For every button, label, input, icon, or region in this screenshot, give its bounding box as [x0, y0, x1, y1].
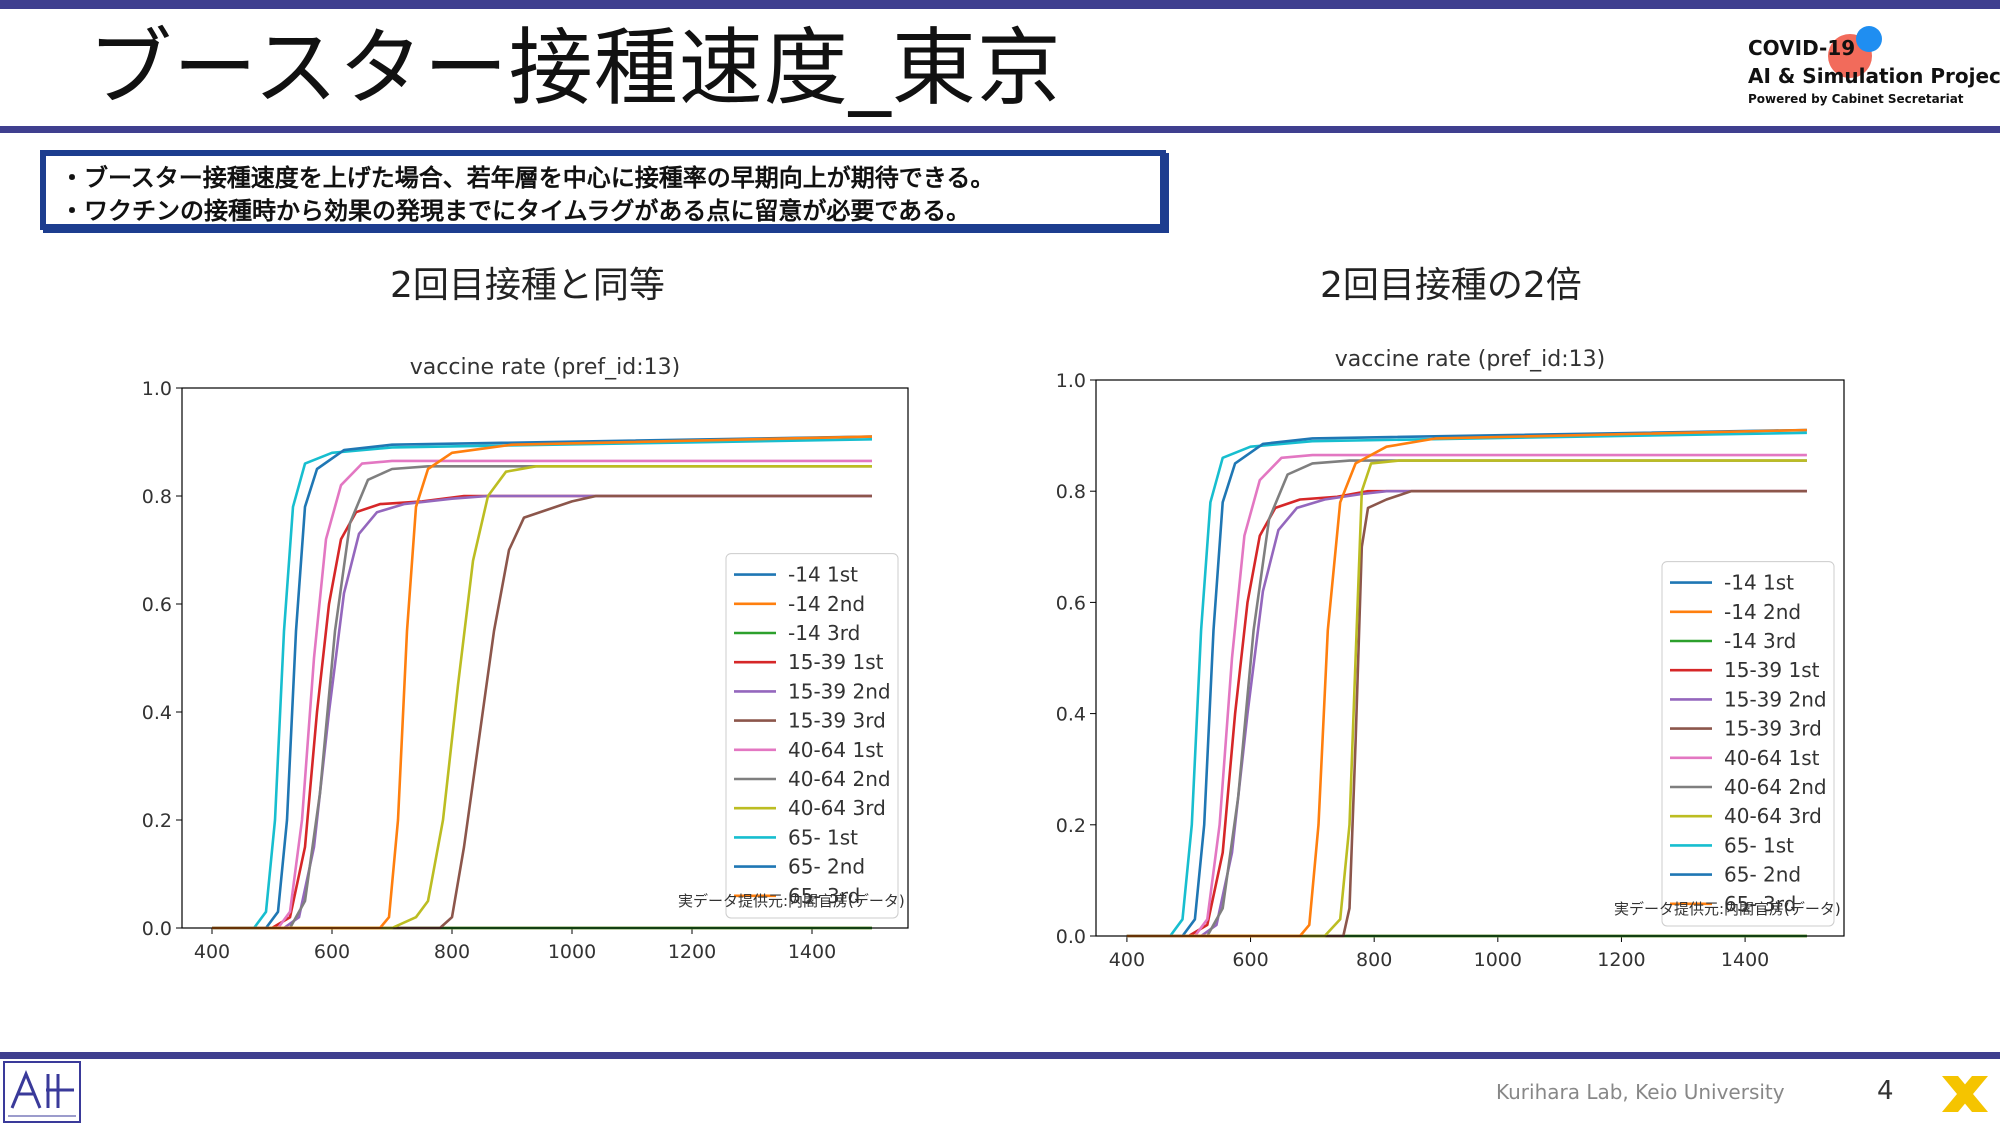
chart-title: vaccine rate (pref_id:13) — [410, 355, 680, 380]
series-line — [212, 465, 872, 930]
chart-annotation: 実データ提供元:内閣官房(データ) — [678, 892, 905, 910]
slide-title: ブースター接種速度_東京 — [88, 19, 1062, 117]
legend-label: 65- 1st — [1724, 833, 1794, 857]
y-tick-label: 0.0 — [1056, 926, 1086, 948]
legend-label: 65- 2nd — [788, 855, 865, 879]
legend-label: 65- 2nd — [1724, 863, 1801, 887]
series-line — [1126, 428, 1807, 938]
series-line — [212, 438, 873, 930]
right-panel-title: 2回目接種の2倍 — [1320, 265, 1582, 306]
legend-label: -14 3rd — [788, 621, 860, 645]
x-tick-label: 600 — [1232, 949, 1268, 971]
series-line — [1126, 428, 1807, 938]
x-tick-label: 800 — [434, 941, 470, 963]
legend-label: 40-64 3rd — [788, 796, 886, 820]
legend-label: 65- 3rd — [1724, 892, 1796, 916]
series-line — [1126, 489, 1807, 938]
footer-lab-name: Kurihara Lab, Keio University — [1496, 1080, 1785, 1104]
y-tick-label: 0.8 — [142, 486, 172, 508]
chart-title: vaccine rate (pref_id:13) — [1335, 347, 1605, 372]
footer-divider — [0, 1052, 2000, 1059]
legend: -14 1st -14 2nd -14 3rd 15-39 1st 15-39 2nd 1… — [1661, 561, 1835, 927]
vaccine-rate-chart-right: vaccine rate (pref_id:13) 0.0 0.2 0.4 0.6 0.8… — [1056, 347, 1845, 971]
legend-label: 40-64 3rd — [1724, 804, 1822, 828]
logo-blue-dot — [1856, 26, 1882, 52]
x-brand-logo — [1942, 1076, 1988, 1112]
legend-label: 15-39 3rd — [788, 709, 886, 733]
y-tick-label: 0.4 — [142, 702, 172, 724]
summary-bullet-1: ・ブースター接種速度を上げた場合、若年層を中心に接種率の早期向上が期待できる。 — [60, 164, 995, 192]
y-tick-label: 0.2 — [1056, 815, 1086, 837]
legend-label: -14 3rd — [1724, 629, 1796, 653]
chart-annotation: 実データ提供元:内閣官房(データ) — [1614, 900, 1841, 918]
logo-line-3: Powered by Cabinet Secretariat — [1748, 92, 1964, 106]
x-tick-label: 1000 — [548, 941, 596, 963]
series-line — [212, 494, 872, 930]
covid-project-logo: COVID-19 AI & Simulation Project Powered… — [1748, 26, 2000, 116]
y-tick-label: 1.0 — [142, 378, 172, 400]
lab-ai-logo — [3, 1061, 81, 1123]
series-line — [1126, 431, 1807, 938]
y-tick-label: 0.2 — [142, 810, 172, 832]
y-tick-label: 0.6 — [1056, 592, 1086, 614]
legend-label: -14 2nd — [788, 592, 865, 616]
series-line — [212, 435, 873, 930]
legend-label: -14 1st — [1724, 571, 1794, 595]
series-line — [1126, 459, 1807, 938]
x-tick-label: 800 — [1356, 949, 1392, 971]
x-tick-label: 1200 — [668, 941, 716, 963]
summary-bullet-2: ・ワクチンの接種時から効果の発現までにタイムラグがある点に留意が必要である。 — [60, 197, 971, 225]
y-tick-label: 0.0 — [142, 918, 172, 940]
legend-label: 15-39 2nd — [788, 679, 891, 703]
vaccine-rate-chart-left: vaccine rate (pref_id:13) 0.0 0.2 0.4 0.6 0.8… — [142, 355, 909, 963]
summary-box: ・ブースター接種速度を上げた場合、若年層を中心に接種率の早期向上が期待できる。 … — [40, 150, 1166, 230]
y-tick-label: 0.8 — [1056, 481, 1086, 503]
legend-label: 65- 1st — [788, 825, 858, 849]
left-panel-title: 2回目接種と同等 — [390, 265, 665, 306]
x-tick-label: 400 — [194, 941, 230, 963]
plot-area-frame — [181, 387, 909, 929]
legend-label: 15-39 1st — [788, 650, 884, 674]
y-tick-label: 0.4 — [1056, 704, 1086, 726]
series-line — [1126, 453, 1807, 938]
x-tick-label: 400 — [1109, 949, 1145, 971]
x-tick-label: 1400 — [1721, 949, 1769, 971]
x-tick-label: 1400 — [788, 941, 836, 963]
legend: -14 1st -14 2nd -14 3rd 15-39 1st 15-39 2nd 1… — [725, 553, 899, 919]
legend-frame — [725, 553, 899, 919]
legend-label: 15-39 1st — [1724, 658, 1820, 682]
series-line — [212, 435, 873, 930]
logo-line-2: AI & Simulation Project — [1748, 64, 2000, 88]
x-tick-label: 1200 — [1597, 949, 1645, 971]
legend-label: -14 2nd — [1724, 600, 1801, 624]
title-divider — [0, 126, 2000, 133]
legend-label: 40-64 1st — [1724, 746, 1820, 770]
logo-line-1: COVID-19 — [1748, 36, 1856, 60]
legend-label: 15-39 3rd — [1724, 717, 1822, 741]
series-line — [212, 494, 872, 930]
legend-frame — [1661, 561, 1835, 927]
legend-label: 40-64 2nd — [788, 767, 891, 791]
legend-label: 40-64 1st — [788, 738, 884, 762]
series-line — [1126, 489, 1807, 938]
x-tick-label: 1000 — [1474, 949, 1522, 971]
plot-area-frame — [1095, 379, 1845, 937]
legend-label: 65- 3rd — [788, 884, 860, 908]
series-line — [1126, 459, 1807, 938]
y-tick-label: 1.0 — [1056, 370, 1086, 392]
series-line — [212, 459, 872, 930]
series-line — [212, 465, 872, 930]
y-tick-label: 0.6 — [142, 594, 172, 616]
legend-label: -14 1st — [788, 563, 858, 587]
top-accent-bar — [0, 0, 2000, 9]
legend-label: 15-39 2nd — [1724, 687, 1827, 711]
legend-label: 40-64 2nd — [1724, 775, 1827, 799]
x-tick-label: 600 — [314, 941, 350, 963]
page-number: 4 — [1877, 1076, 1894, 1106]
